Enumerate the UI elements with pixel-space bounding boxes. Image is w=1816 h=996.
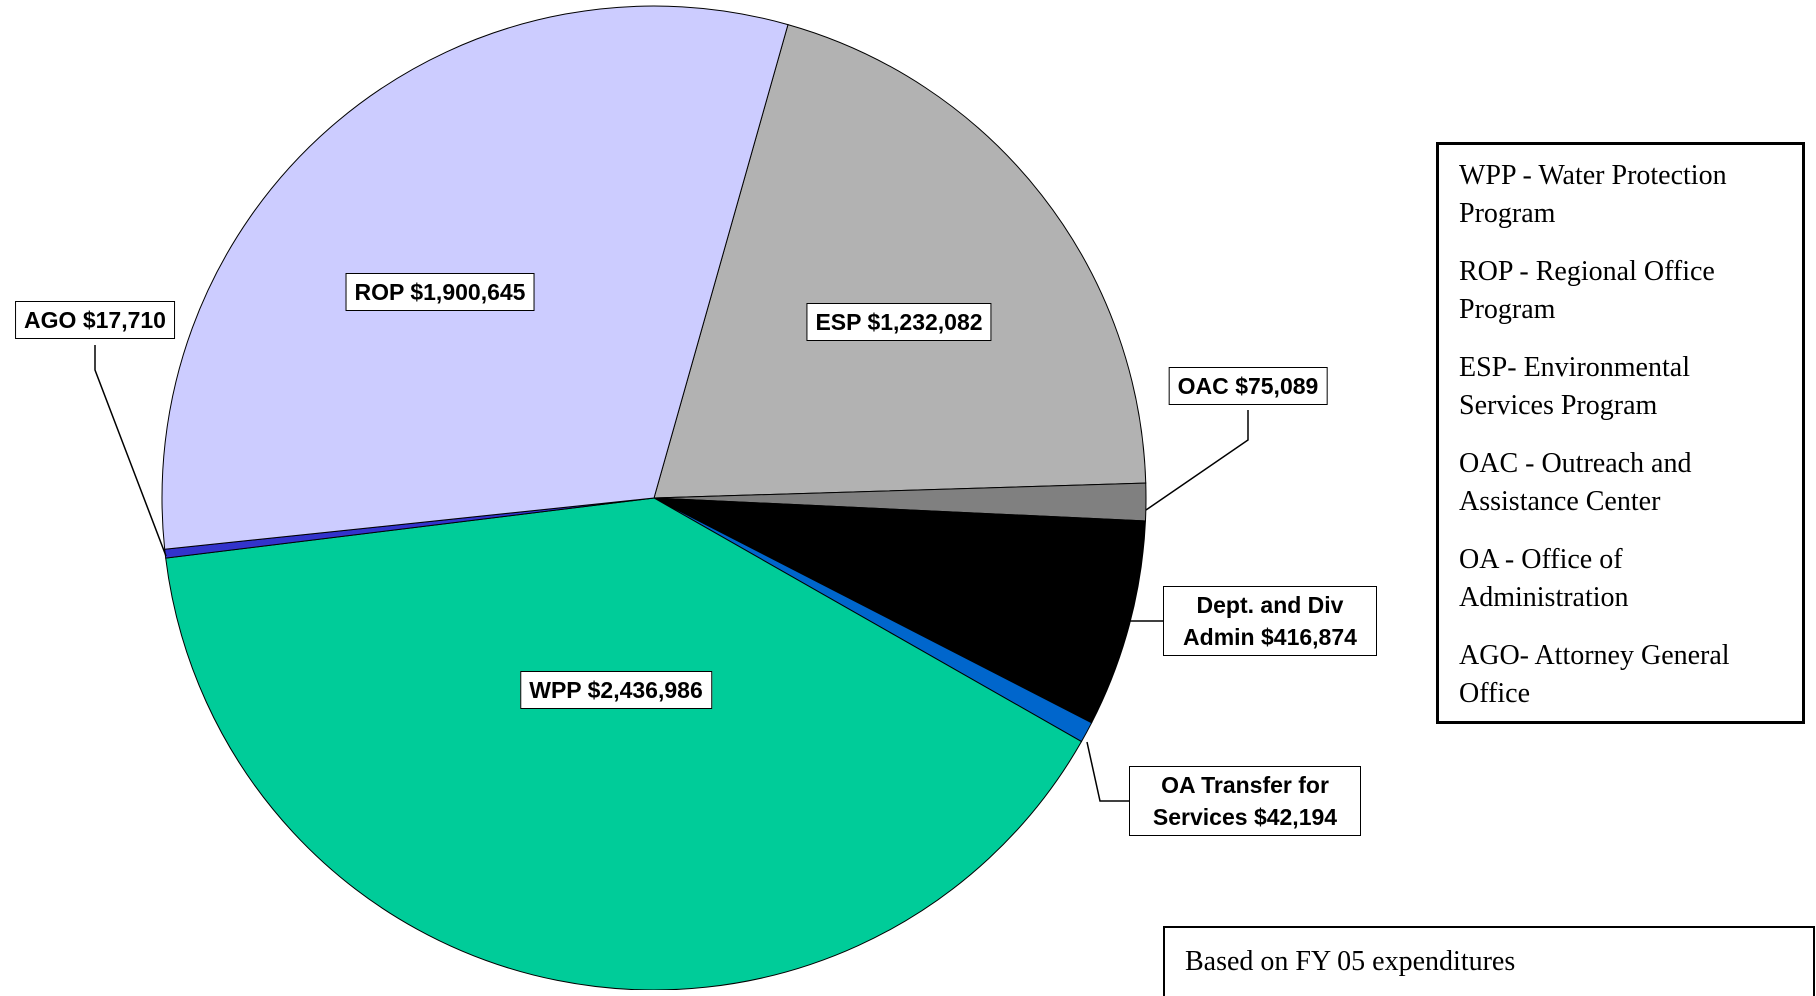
label-category: OAC <box>1177 373 1229 399</box>
legend-entry: AGO- Attorney General Office <box>1459 640 1730 709</box>
legend-entry: OAC - Outreach and Assistance Center <box>1459 448 1692 517</box>
label-value: $17,710 <box>82 307 166 333</box>
label-value: $1,900,645 <box>410 279 526 305</box>
legend-entry: OA - Office of Administration <box>1459 544 1629 613</box>
label-category: Dept. and Div Admin <box>1183 592 1344 650</box>
label-category: ROP <box>354 279 404 305</box>
leader-line <box>94 345 167 557</box>
note: Based on FY 05 expenditures <box>1163 926 1815 996</box>
pie-slice <box>653 23 1147 499</box>
label-value: $2,436,986 <box>587 677 703 703</box>
pie-slice <box>653 497 1146 724</box>
label-category: WPP <box>529 677 582 703</box>
data-label: ESP $1,232,082 <box>806 303 992 341</box>
label-value: $416,874 <box>1261 624 1357 650</box>
label-category: ESP <box>815 309 862 335</box>
data-label: AGO $17,710 <box>15 301 175 339</box>
legend: WPP - Water Protection Program ROP - Regi… <box>1436 142 1805 724</box>
legend-entry: ESP- Environmental Services Program <box>1459 352 1690 421</box>
label-value: $1,232,082 <box>867 309 983 335</box>
data-label: ROP $1,900,645 <box>345 273 535 311</box>
data-label: Dept. and Div Admin $416,874 <box>1163 586 1377 656</box>
label-category: AGO <box>24 307 77 333</box>
leader-line <box>1145 410 1249 511</box>
legend-entry: WPP - Water Protection Program <box>1459 160 1727 229</box>
label-category: OA Transfer for Services <box>1152 772 1329 830</box>
legend-entry: ROP - Regional Office Program <box>1459 256 1715 325</box>
data-label: OA Transfer for Services $42,194 <box>1129 766 1361 836</box>
label-value: $75,089 <box>1235 373 1319 399</box>
label-value: $42,194 <box>1253 804 1338 830</box>
data-label: WPP $2,436,986 <box>520 671 712 709</box>
pie <box>161 5 1147 990</box>
pie-slice <box>165 497 1083 990</box>
leader-line <box>1086 741 1130 802</box>
leader-lines <box>94 345 1249 802</box>
data-label: OAC $75,089 <box>1168 367 1328 405</box>
